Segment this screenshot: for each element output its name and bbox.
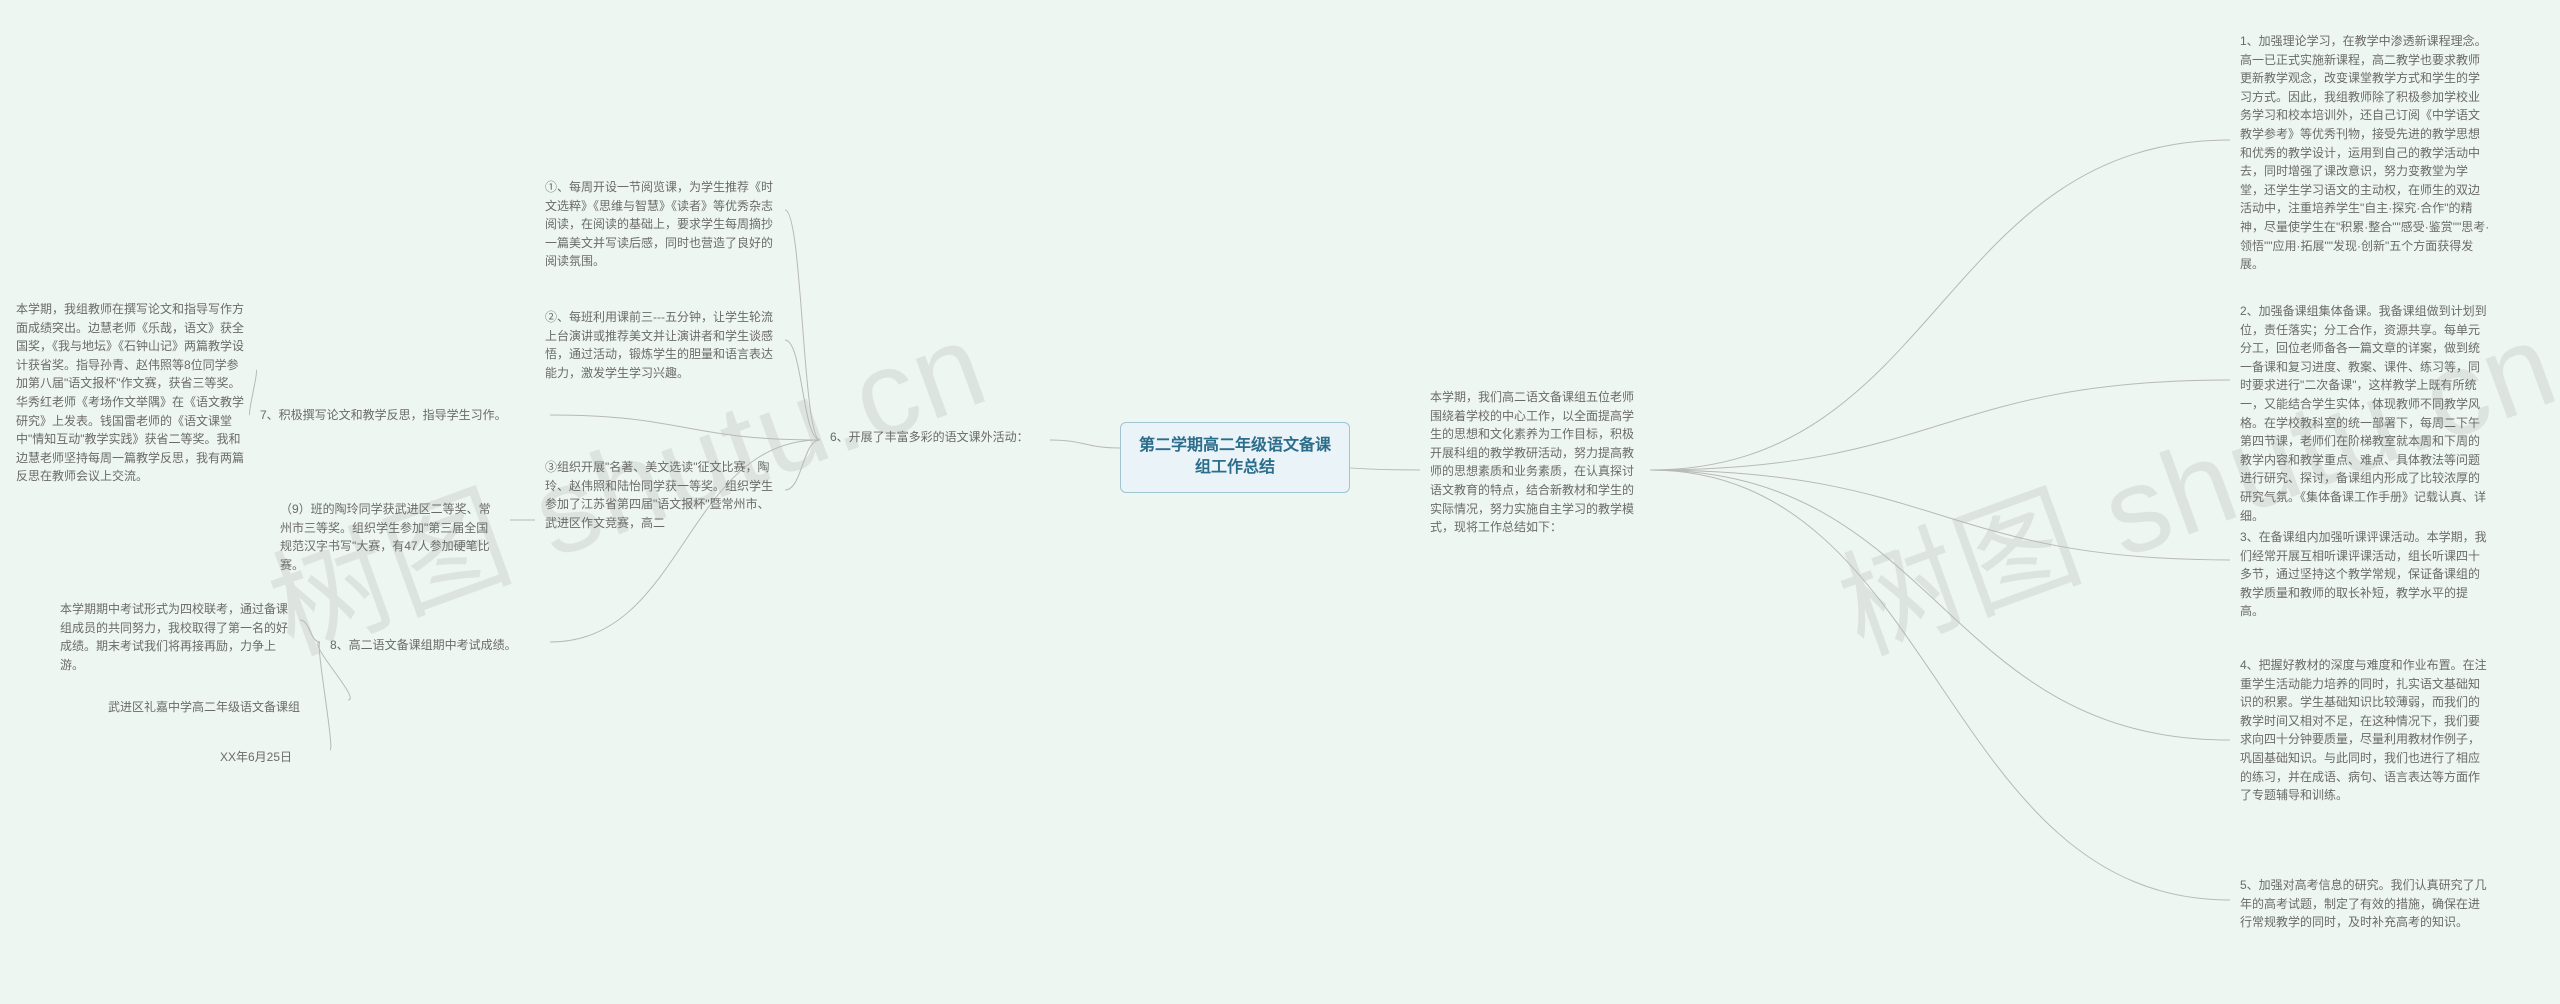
node-8b: 武进区礼嘉中学高二年级语文备课组: [98, 690, 348, 725]
right-p3: 3、在备课组内加强听课评课活动。本学期，我们经常开展互相听课评课活动，组长听课四…: [2230, 520, 2500, 629]
node-7: 7、积极撰写论文和教学反思，指导学生习作。: [250, 398, 550, 433]
intro-text: 本学期，我们高二语文备课组五位老师围绕着学校的中心工作，以全面提高学生的思想和文…: [1420, 380, 1650, 545]
right-p4: 4、把握好教材的深度与难度和作业布置。在注重学生活动能力培养的同时，扎实语文基础…: [2230, 648, 2500, 813]
node-8a: 本学期期中考试形式为四校联考，通过备课组成员的共同努力，我校取得了第一名的好成绩…: [50, 592, 300, 682]
right-p2: 2、加强备课组集体备课。我备课组做到计划到位，责任落实；分工合作，资源共享。每单…: [2230, 294, 2500, 533]
right-p1: 1、加强理论学习，在教学中渗透新课程理念。高一已正式实施新课程，高二教学也要求教…: [2230, 24, 2500, 282]
node-6c: ③组织开展"名著、美文选读"征文比赛，陶玲、赵伟照和陆怡同学获一等奖。组织学生参…: [535, 450, 785, 540]
center-title: 第二学期高二年级语文备课组工作总结: [1120, 422, 1350, 493]
node-7a: 本学期，我组教师在撰写论文和指导写作方面成绩突出。边慧老师《乐哉，语文》获全国奖…: [6, 292, 256, 494]
node-8c: XX年6月25日: [210, 740, 330, 775]
node-6: 6、开展了丰富多彩的语文课外活动：: [820, 420, 1050, 455]
node-6b: ②、每班利用课前三---五分钟，让学生轮流上台演讲或推荐美文并让演讲者和学生谈感…: [535, 300, 785, 390]
node-6a: ①、每周开设一节阅览课，为学生推荐《时文选粹》《思维与智慧》《读者》等优秀杂志阅…: [535, 170, 785, 279]
node-6c-sub: （9）班的陶玲同学获武进区二等奖、常州市三等奖。组织学生参加"第三届全国规范汉字…: [270, 492, 510, 582]
node-8: 8、高二语文备课组期中考试成绩。: [320, 628, 550, 663]
right-p5: 5、加强对高考信息的研究。我们认真研究了几年的高考试题，制定了有效的措施，确保在…: [2230, 868, 2500, 940]
